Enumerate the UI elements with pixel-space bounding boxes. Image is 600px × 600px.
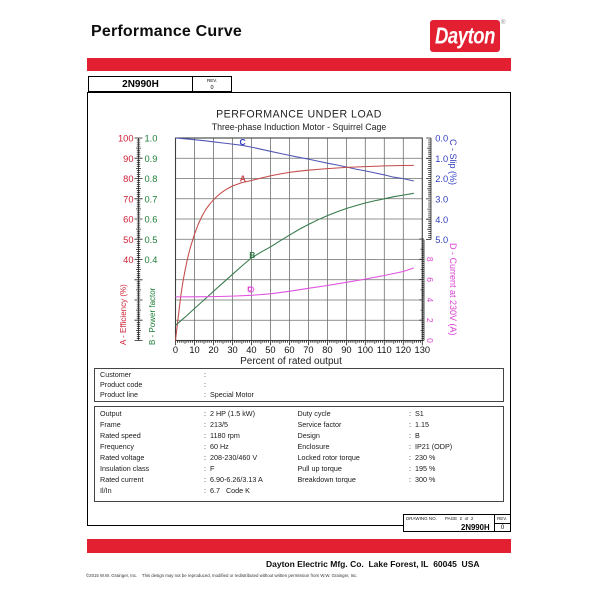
svg-text:40: 40 <box>246 345 256 355</box>
svg-text:0.9: 0.9 <box>145 154 158 164</box>
svg-text:C: C <box>240 137 246 147</box>
svg-text:C - Slip (%): C - Slip (%) <box>448 139 458 185</box>
svg-text:50: 50 <box>265 345 275 355</box>
svg-text:70: 70 <box>123 194 133 204</box>
svg-text:A: A <box>240 174 246 184</box>
svg-text:4: 4 <box>425 298 435 303</box>
svg-text:0.7: 0.7 <box>145 194 158 204</box>
svg-text:0.6: 0.6 <box>145 215 158 225</box>
svg-text:5.0: 5.0 <box>435 235 448 245</box>
svg-text:PERFORMANCE UNDER LOAD: PERFORMANCE UNDER LOAD <box>216 109 382 121</box>
svg-text:1.0: 1.0 <box>435 154 448 164</box>
svg-text:0: 0 <box>425 338 435 343</box>
svg-text:130: 130 <box>415 345 431 355</box>
svg-text:120: 120 <box>396 345 412 355</box>
svg-text:A - Efficiency (%): A - Efficiency (%) <box>119 284 128 345</box>
svg-text:6: 6 <box>425 277 435 282</box>
svg-text:80: 80 <box>123 174 133 184</box>
svg-text:90: 90 <box>123 154 133 164</box>
svg-text:D - Current at 230V (A): D - Current at 230V (A) <box>448 243 458 336</box>
svg-text:0.0: 0.0 <box>435 134 448 144</box>
svg-text:100: 100 <box>358 345 374 355</box>
svg-text:0.5: 0.5 <box>145 235 158 245</box>
svg-text:0: 0 <box>173 345 178 355</box>
svg-text:B - Power factor: B - Power factor <box>148 287 157 345</box>
svg-text:70: 70 <box>303 345 313 355</box>
svg-text:4.0: 4.0 <box>435 215 448 225</box>
svg-text:100: 100 <box>118 134 134 144</box>
svg-text:2.0: 2.0 <box>435 174 448 184</box>
svg-text:60: 60 <box>284 345 294 355</box>
svg-text:2: 2 <box>425 318 435 323</box>
svg-text:B: B <box>249 250 255 260</box>
svg-text:3.0: 3.0 <box>435 195 448 205</box>
svg-text:40: 40 <box>123 255 133 265</box>
svg-text:D: D <box>247 287 252 294</box>
svg-text:90: 90 <box>341 345 351 355</box>
svg-text:10: 10 <box>189 345 199 355</box>
svg-text:Percent of rated output: Percent of rated output <box>240 356 342 367</box>
svg-text:60: 60 <box>123 215 133 225</box>
svg-text:0.8: 0.8 <box>145 174 158 184</box>
svg-text:110: 110 <box>377 345 392 355</box>
svg-text:8: 8 <box>425 257 435 262</box>
svg-text:30: 30 <box>227 345 237 355</box>
svg-text:Three-phase Induction Motor -: Three-phase Induction Motor - Squirrel C… <box>212 122 387 132</box>
svg-text:1.0: 1.0 <box>145 134 158 144</box>
svg-text:20: 20 <box>208 345 218 355</box>
svg-text:0.4: 0.4 <box>145 255 158 265</box>
svg-text:50: 50 <box>123 235 133 245</box>
svg-text:80: 80 <box>322 345 332 355</box>
